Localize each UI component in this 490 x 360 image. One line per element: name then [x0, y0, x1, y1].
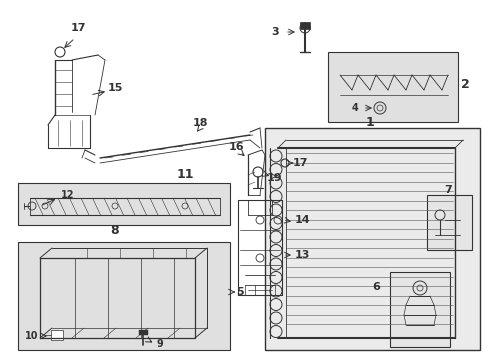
Bar: [300, 22, 310, 29]
Text: 5: 5: [236, 287, 244, 297]
Text: 11: 11: [176, 168, 194, 181]
Text: 14: 14: [294, 215, 310, 225]
Text: 3: 3: [271, 27, 279, 37]
Bar: [265, 128, 480, 350]
Bar: [328, 52, 458, 122]
Text: 7: 7: [444, 185, 452, 195]
Text: 16: 16: [228, 142, 244, 152]
Bar: [51, 330, 63, 340]
Text: 8: 8: [111, 224, 119, 237]
Bar: [18, 242, 230, 350]
Text: 18: 18: [192, 118, 208, 128]
Text: 4: 4: [352, 103, 358, 113]
Text: 12: 12: [61, 190, 75, 200]
Text: 17: 17: [292, 158, 308, 168]
Text: 19: 19: [267, 173, 283, 183]
Text: 1: 1: [366, 117, 374, 130]
Bar: [139, 330, 148, 335]
Bar: [18, 183, 230, 225]
Text: 10: 10: [25, 331, 39, 341]
Bar: [427, 195, 472, 250]
Text: 9: 9: [157, 339, 163, 349]
Bar: [390, 272, 450, 347]
Text: 2: 2: [461, 78, 469, 91]
Text: 13: 13: [294, 250, 310, 260]
Text: 17: 17: [70, 23, 86, 33]
Text: 6: 6: [372, 282, 380, 292]
Text: 15: 15: [107, 83, 122, 93]
